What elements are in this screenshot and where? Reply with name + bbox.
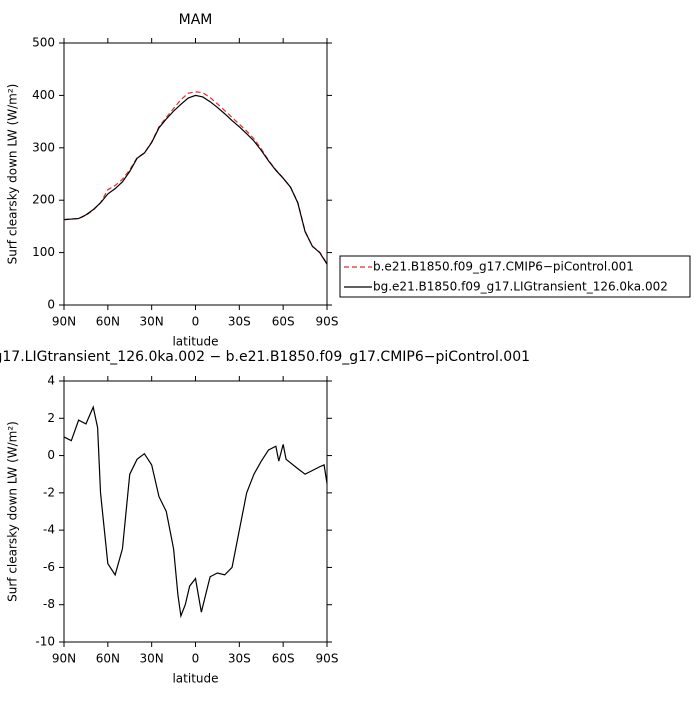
y-tick-label: 0 xyxy=(47,298,55,312)
y-tick-label: 200 xyxy=(32,193,55,207)
x-tick-label: 0 xyxy=(192,315,200,329)
x-tick-label: 60N xyxy=(96,652,120,666)
y-tick-label: -10 xyxy=(35,635,55,649)
y-axis-label: Surf clearsky down LW (W/m²) xyxy=(6,84,20,265)
x-tick-label: 90S xyxy=(316,652,339,666)
x-tick-label: 30N xyxy=(140,652,164,666)
y-tick-label: 0 xyxy=(47,448,55,462)
legend-label: b.e21.B1850.f09_g17.CMIP6−piControl.001 xyxy=(373,260,634,274)
y-tick-label: -4 xyxy=(43,523,55,537)
x-tick-label: 30S xyxy=(228,315,251,329)
x-tick-label: 60S xyxy=(272,652,295,666)
y-tick-label: 4 xyxy=(47,374,55,388)
y-tick-label: -2 xyxy=(43,485,55,499)
data-line xyxy=(63,94,328,265)
chart-title: bg.e21.B1850.f09_g17.LIGtransient_126.0k… xyxy=(0,349,530,365)
y-tick-label: 300 xyxy=(32,140,55,154)
x-tick-label: 90N xyxy=(52,315,76,329)
y-tick-label: 500 xyxy=(32,36,55,50)
y-tick-label: -6 xyxy=(43,560,55,574)
y-tick-label: 2 xyxy=(47,411,55,425)
x-axis-label: latitude xyxy=(172,672,218,686)
x-tick-label: 0 xyxy=(192,652,200,666)
x-tick-label: 90S xyxy=(316,315,339,329)
chart-title: MAM xyxy=(179,12,213,28)
panel: MAM latitude Surf clearsky down LW (W/m²) 9… xyxy=(6,12,691,349)
legend-box xyxy=(339,255,691,298)
data-line xyxy=(63,91,328,264)
x-tick-label: 30S xyxy=(228,652,251,666)
plot-frame xyxy=(63,380,328,643)
y-tick-label: -8 xyxy=(43,597,55,611)
x-tick-label: 60S xyxy=(272,315,295,329)
x-tick-label: 30N xyxy=(140,315,164,329)
x-axis-label: latitude xyxy=(172,335,218,349)
legend-label: bg.e21.B1850.f09_g17.LIGtransient_126.0k… xyxy=(373,280,668,294)
panel: bg.e21.B1850.f09_g17.LIGtransient_126.0k… xyxy=(0,349,530,686)
data-line xyxy=(63,405,328,619)
y-axis-label: Surf clearsky down LW (W/m²) xyxy=(6,421,20,602)
plot-frame xyxy=(63,42,328,306)
x-tick-label: 90N xyxy=(52,652,76,666)
y-tick-label: 400 xyxy=(32,88,55,102)
y-tick-label: 100 xyxy=(32,245,55,259)
x-tick-label: 60N xyxy=(96,315,120,329)
